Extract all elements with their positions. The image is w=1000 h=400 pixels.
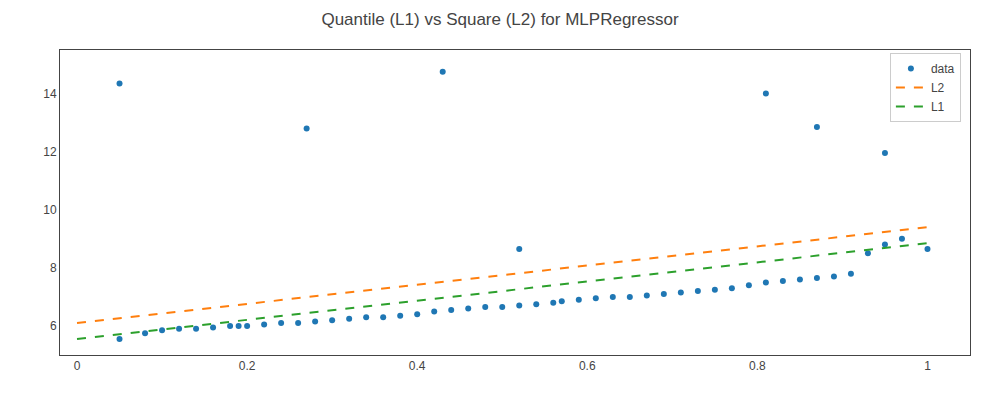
- svg-text:0: 0: [74, 359, 81, 373]
- svg-text:0.6: 0.6: [579, 359, 596, 373]
- svg-text:L2: L2: [931, 81, 945, 95]
- svg-text:L1: L1: [931, 100, 945, 114]
- svg-text:8: 8: [50, 261, 57, 275]
- svg-text:14: 14: [43, 87, 57, 101]
- svg-text:0.8: 0.8: [749, 359, 766, 373]
- svg-text:12: 12: [43, 145, 57, 159]
- svg-text:1: 1: [924, 359, 931, 373]
- svg-text:0.4: 0.4: [409, 359, 426, 373]
- svg-text:0.2: 0.2: [239, 359, 256, 373]
- svg-text:data: data: [931, 62, 955, 76]
- svg-text:10: 10: [43, 203, 57, 217]
- svg-text:6: 6: [50, 319, 57, 333]
- svg-text:Quantile (L1) vs Square (L2) f: Quantile (L1) vs Square (L2) for MLPRegr…: [321, 10, 678, 29]
